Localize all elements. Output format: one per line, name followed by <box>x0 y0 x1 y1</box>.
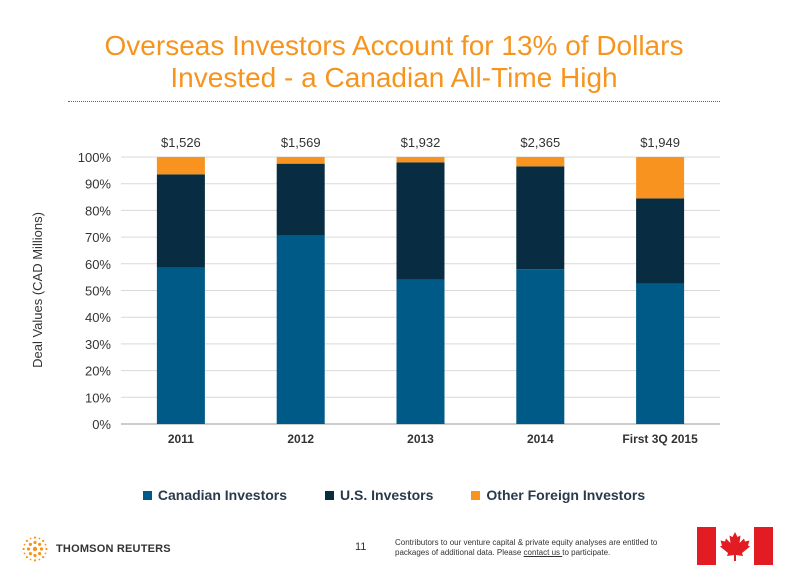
y-tick-label: 50% <box>85 284 111 299</box>
total-label: $1,932 <box>401 135 441 150</box>
title-line-2: Invested - a Canadian All-Time High <box>170 62 618 93</box>
y-tick-label: 60% <box>85 257 111 272</box>
bar-canadian <box>636 283 685 424</box>
y-tick-label: 90% <box>85 177 111 192</box>
bar-us <box>156 174 205 268</box>
thomson-reuters-logo: THOMSON REUTERS <box>22 536 171 562</box>
y-tick-label: 0% <box>92 417 111 432</box>
bar-other <box>276 157 325 164</box>
title-divider <box>68 101 720 102</box>
y-tick-label: 70% <box>85 230 111 245</box>
bar-canadian <box>396 279 445 424</box>
bar-other <box>396 157 445 163</box>
title-line-1: Overseas Investors Account for 13% of Do… <box>104 30 684 61</box>
y-tick-label: 40% <box>85 310 111 325</box>
bar-other <box>516 157 565 167</box>
x-tick-label: 2011 <box>168 432 194 446</box>
x-tick-label: 2014 <box>527 432 554 446</box>
y-tick-label: 30% <box>85 337 111 352</box>
bar-us <box>276 163 325 236</box>
total-label: $1,569 <box>281 135 321 150</box>
y-axis-label: Deal Values (CAD Millions) <box>30 212 45 368</box>
total-label: $1,949 <box>640 135 680 150</box>
note-text-1: Contributors to our venture capital & pr… <box>395 538 658 557</box>
bar-canadian <box>516 269 565 424</box>
stacked-bar-chart: 0%10%20%30%40%50%60%70%80%90%100% 2011 20… <box>30 135 720 446</box>
bar-other <box>636 157 685 199</box>
legend-item-us: U.S. Investors <box>325 487 433 503</box>
bar-us <box>396 162 445 280</box>
x-tick-label: 2012 <box>287 432 314 446</box>
bar-canadian <box>156 267 205 424</box>
legend-item-canadian: Canadian Investors <box>142 487 288 503</box>
bars <box>156 157 685 424</box>
total-label: $2,365 <box>520 135 560 150</box>
legend-label-canadian: Canadian Investors <box>157 487 288 503</box>
legend-item-other: Other Foreign Investors <box>471 487 645 503</box>
bar-canadian <box>276 235 325 424</box>
reuters-dots-icon <box>22 536 48 562</box>
legend-label-other: Other Foreign Investors <box>486 487 646 503</box>
x-tick-label: First 3Q 2015 <box>622 432 698 446</box>
bar-other <box>156 157 205 175</box>
legend-label-us: U.S. Investors <box>340 487 434 503</box>
canadian-flag-icon <box>697 527 773 565</box>
bar-us <box>516 166 565 270</box>
note-text-2: to participate. <box>562 548 611 557</box>
y-axis-ticks: 0% 10% 20% 30% 40% 50% 60% 70% 80% 90% 100% <box>78 150 112 432</box>
logo-text: THOMSON REUTERS <box>56 543 171 555</box>
legend: Canadian Investors U.S. Investors Other … <box>0 487 788 503</box>
total-label: $1,526 <box>161 135 201 150</box>
y-tick-label: 10% <box>85 390 111 405</box>
x-tick-label: 2013 <box>407 432 434 446</box>
legend-swatch-canadian <box>142 490 152 500</box>
contact-us-link[interactable]: contact us <box>523 548 563 557</box>
contributors-note: Contributors to our venture capital & pr… <box>395 538 685 558</box>
legend-swatch-us <box>325 490 335 500</box>
legend-swatch-other <box>471 490 481 500</box>
x-axis-ticks: 2011 2012 2013 2014 First 3Q 2015 <box>168 432 698 446</box>
slide-title: Overseas Investors Account for 13% of Do… <box>0 30 788 94</box>
y-tick-label: 80% <box>85 203 111 218</box>
y-tick-label: 100% <box>78 150 112 165</box>
total-labels: $1,526 $1,569 $1,932 $2,365 $1,949 <box>161 135 680 150</box>
bar-us <box>636 198 685 284</box>
y-tick-label: 20% <box>85 364 111 379</box>
page-number: 11 <box>355 541 367 553</box>
